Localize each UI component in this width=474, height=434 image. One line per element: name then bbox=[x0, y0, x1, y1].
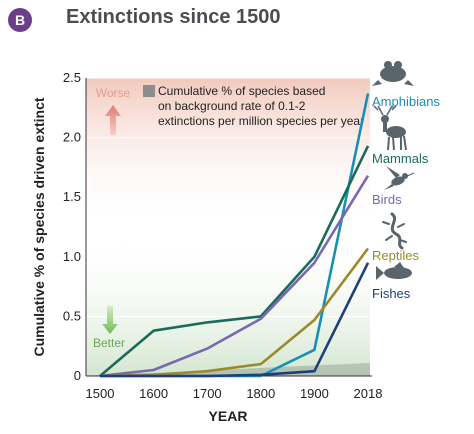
lizard-icon bbox=[382, 212, 407, 250]
y-axis-title: Cumulative % of species driven extinct bbox=[31, 97, 47, 356]
hummingbird-icon bbox=[384, 166, 415, 190]
series-line-birds bbox=[99, 175, 370, 378]
chart-header: B Extinctions since 1500 bbox=[0, 0, 474, 40]
deer-icon bbox=[373, 105, 407, 151]
x-axis-title: YEAR bbox=[209, 408, 248, 424]
legend-label-amphibians: Amphibians bbox=[372, 94, 440, 109]
legend-label-reptiles: Reptiles bbox=[372, 248, 419, 263]
worse-label: Worse bbox=[96, 86, 131, 100]
chart-title: Extinctions since 1500 bbox=[66, 6, 281, 28]
legend-label-birds: Birds bbox=[372, 192, 402, 207]
panel-badge: B bbox=[8, 8, 32, 32]
x-tick-label: 2018 bbox=[354, 386, 383, 401]
background-rate-swatch bbox=[143, 85, 155, 97]
worse-zone bbox=[86, 78, 370, 228]
legend: Amphibians Mammals Birds Reptiles Fishes bbox=[372, 94, 440, 301]
x-tick-label: 1900 bbox=[300, 386, 329, 401]
frog-icon bbox=[372, 61, 414, 86]
y-tick-label: 2.5 bbox=[63, 70, 81, 85]
x-tick-label: 1500 bbox=[86, 386, 115, 401]
y-tick-labels: 0 0.5 1.0 1.5 2.0 2.5 bbox=[63, 70, 81, 383]
y-tick-label: 1.5 bbox=[63, 189, 81, 204]
legend-label-fishes: Fishes bbox=[372, 286, 411, 301]
worse-arrow-icon bbox=[105, 105, 121, 135]
series-line-fishes bbox=[100, 262, 370, 378]
series-lines bbox=[99, 93, 370, 378]
x-tick-labels: 1500 1600 1700 1800 1900 2018 bbox=[86, 386, 383, 401]
y-tick-label: 0 bbox=[74, 368, 81, 383]
fish-icon bbox=[376, 262, 412, 280]
y-tick-label: 1.0 bbox=[63, 249, 81, 264]
x-tick-label: 1800 bbox=[246, 386, 275, 401]
legend-label-mammals: Mammals bbox=[372, 151, 429, 166]
better-arrow-icon bbox=[102, 306, 118, 334]
background-rate-note-line: extinctions per million species per year bbox=[158, 114, 364, 128]
better-label: Better bbox=[93, 336, 125, 350]
y-tick-label: 2.0 bbox=[63, 130, 81, 145]
x-tick-label: 1600 bbox=[139, 386, 168, 401]
y-tick-label: 0.5 bbox=[63, 308, 81, 323]
background-rate-note-line: Cumulative % of species based bbox=[158, 84, 325, 98]
series-line-mammals bbox=[99, 145, 370, 377]
x-tick-label: 1700 bbox=[193, 386, 222, 401]
background-rate-note-line: on background rate of 0.1-2 bbox=[158, 99, 306, 113]
